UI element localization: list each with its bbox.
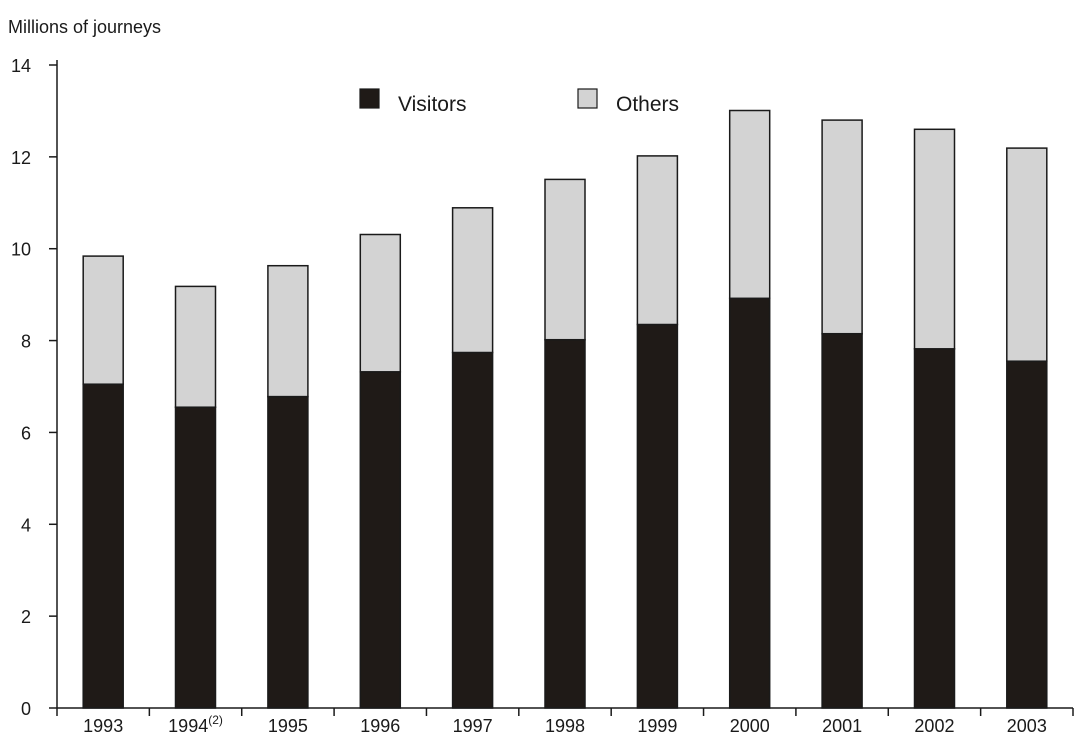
x-tick-label: 1993 xyxy=(83,716,123,736)
x-tick-label: 2002 xyxy=(914,716,954,736)
bar-visitors-2000 xyxy=(728,297,771,709)
bar-visitors-2003 xyxy=(1006,360,1048,709)
x-tick-label: 1998 xyxy=(545,716,585,736)
bars xyxy=(82,109,1048,709)
bar-others-2001 xyxy=(821,119,863,335)
bar-others-1999 xyxy=(636,155,679,326)
y-tick-label: 12 xyxy=(11,148,31,168)
bar-others-2002 xyxy=(913,128,956,350)
bar-others-1997 xyxy=(451,207,494,354)
legend-label-others: Others xyxy=(616,93,679,116)
bar-visitors-1997 xyxy=(451,351,494,709)
y-tick-label: 0 xyxy=(21,699,31,719)
bar-others-2003 xyxy=(1006,147,1048,362)
bar-visitors-1999 xyxy=(636,323,679,709)
y-tick-label: 8 xyxy=(21,332,31,352)
legend-swatch-others xyxy=(577,88,598,109)
y-tick-label: 6 xyxy=(21,423,31,443)
bar-visitors-1993 xyxy=(82,383,124,709)
x-tick-label: 1997 xyxy=(453,716,493,736)
bar-visitors-2002 xyxy=(913,348,956,709)
bar-others-1998 xyxy=(544,178,586,341)
x-tick-label: 2003 xyxy=(1007,716,1047,736)
y-tick-label: 10 xyxy=(11,240,31,260)
bar-others-2000 xyxy=(728,109,771,300)
x-tick-label: 1994(2) xyxy=(168,713,223,736)
y-axis-label: Millions of journeys xyxy=(8,17,161,37)
x-tick-label: 1996 xyxy=(360,716,400,736)
y-tick-label: 2 xyxy=(21,607,31,627)
legend-swatch-visitors xyxy=(359,88,380,109)
y-tick-label: 4 xyxy=(21,515,31,535)
x-tick-label: 2000 xyxy=(730,716,770,736)
y-tick-label: 14 xyxy=(11,56,31,76)
bar-visitors-1998 xyxy=(544,338,586,709)
bar-others-1995 xyxy=(267,264,309,398)
x-tick-label: 2001 xyxy=(822,716,862,736)
bar-visitors-2001 xyxy=(821,332,863,709)
bar-others-1994 xyxy=(174,285,217,408)
x-tick-label: 1995 xyxy=(268,716,308,736)
bar-visitors-1994 xyxy=(174,406,217,709)
bar-visitors-1995 xyxy=(267,395,309,709)
bar-others-1996 xyxy=(359,233,402,373)
legend-label-visitors: Visitors xyxy=(398,93,466,116)
bar-visitors-1996 xyxy=(359,371,402,709)
x-tick-footnote: (2) xyxy=(208,713,223,727)
axes: 0 2 4 6 8 10 12 14 1993 1994(2) 1995 1996 1997 1998 19… xyxy=(11,56,1074,736)
x-tick-label: 1999 xyxy=(637,716,677,736)
legend: Visitors Others xyxy=(359,88,679,116)
bar-others-1993 xyxy=(82,255,124,385)
